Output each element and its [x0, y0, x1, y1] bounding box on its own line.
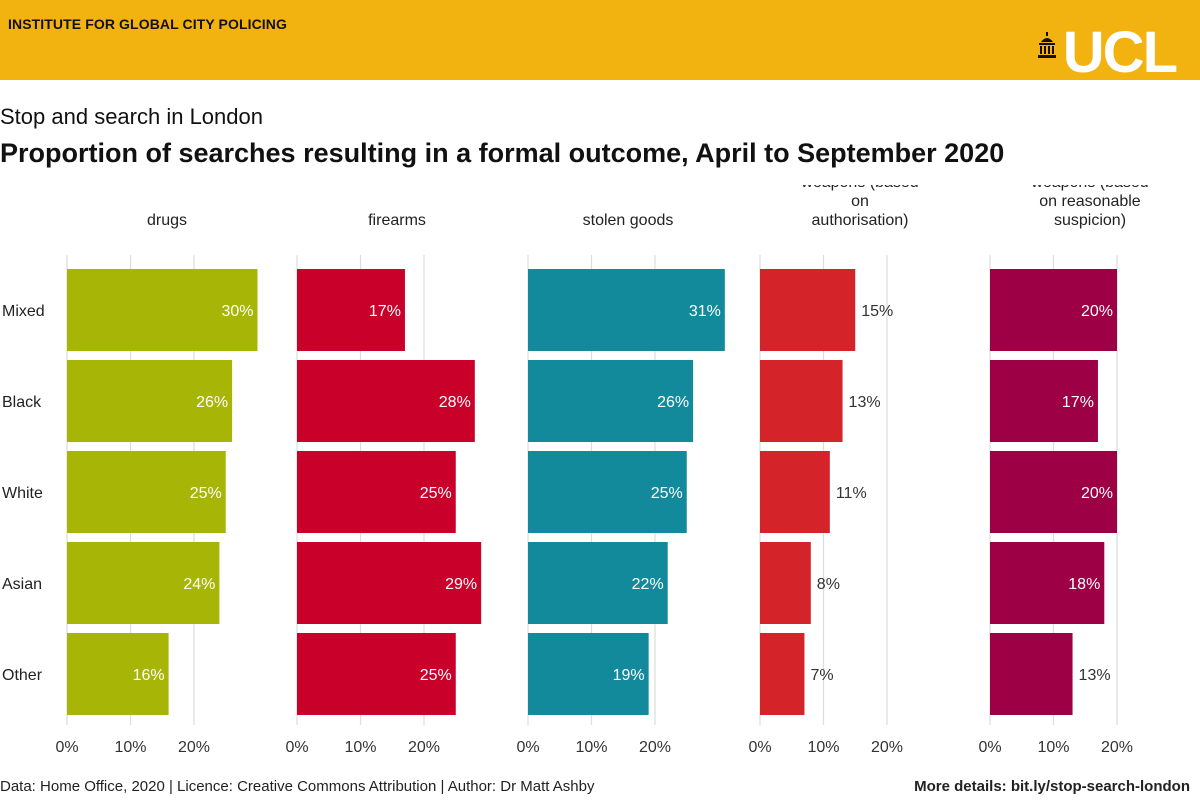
facet-title: firearms: [368, 212, 426, 229]
tick-label: 0%: [516, 739, 539, 756]
facet-title: authorisation): [812, 212, 909, 229]
data-label: 20%: [1081, 303, 1113, 320]
tick-label: 0%: [748, 739, 771, 756]
more-details-link: More details: bit.ly/stop-search-london: [914, 778, 1190, 795]
data-label: 30%: [221, 303, 253, 320]
logo-wordmark: UCL: [1062, 20, 1178, 85]
data-label: 31%: [689, 303, 721, 320]
bar: [990, 451, 1117, 533]
tick-label: 20%: [1101, 739, 1133, 756]
bar: [760, 633, 805, 715]
data-label: 17%: [1062, 394, 1094, 411]
data-label: 25%: [420, 485, 452, 502]
bar: [760, 269, 856, 351]
data-label: 13%: [849, 394, 881, 411]
data-label: 18%: [1068, 576, 1100, 593]
bar: [67, 269, 258, 351]
data-label: 22%: [632, 576, 664, 593]
tick-label: 10%: [344, 739, 376, 756]
bar: [528, 451, 687, 533]
data-label: 11%: [836, 485, 867, 502]
tick-label: 20%: [178, 739, 210, 756]
tick-label: 0%: [285, 739, 308, 756]
ucl-logo: UCL: [1037, 20, 1178, 85]
data-label: 25%: [190, 485, 222, 502]
institute-name: INSTITUTE FOR GLOBAL CITY POLICING: [8, 16, 287, 32]
data-label: 13%: [1079, 667, 1111, 684]
data-label: 28%: [439, 394, 471, 411]
portico-icon: [1037, 32, 1056, 58]
data-label: 15%: [861, 303, 893, 320]
facet-title: weapons (based: [1030, 185, 1148, 191]
category-label: Other: [2, 667, 43, 684]
tick-label: 20%: [639, 739, 671, 756]
bar: [528, 360, 694, 442]
header-banner: INSTITUTE FOR GLOBAL CITY POLICING UCL: [0, 0, 1200, 85]
bar: [297, 633, 456, 715]
bar: [990, 360, 1098, 442]
chart-title: Proportion of searches resulting in a fo…: [0, 138, 1005, 168]
category-label: White: [2, 485, 43, 502]
data-label: 16%: [133, 667, 165, 684]
bar: [528, 633, 649, 715]
category-label: Asian: [2, 576, 42, 593]
tick-label: 10%: [114, 739, 146, 756]
bar: [528, 269, 725, 351]
data-label: 26%: [657, 394, 689, 411]
data-label: 29%: [445, 576, 477, 593]
bar: [760, 451, 830, 533]
data-label: 19%: [613, 667, 645, 684]
facet-title: stolen goods: [583, 212, 674, 229]
bar: [990, 269, 1117, 351]
tick-label: 0%: [978, 739, 1001, 756]
category-label: Black: [2, 394, 42, 411]
facet-title: drugs: [147, 212, 187, 229]
bar: [297, 269, 405, 351]
bar: [990, 542, 1105, 624]
category-label: Mixed: [2, 303, 45, 320]
faceted-bar-chart: Mixed Black White Asian Other drugs 30% 26% 25% 2…: [2, 185, 1149, 756]
bar: [67, 542, 220, 624]
chart-subtitle: Stop and search in London: [0, 104, 263, 129]
tick-label: 10%: [575, 739, 607, 756]
tick-label: 20%: [408, 739, 440, 756]
source-credit: Data: Home Office, 2020 | Licence: Creat…: [0, 778, 595, 795]
data-label: 8%: [817, 576, 840, 593]
data-label: 25%: [651, 485, 683, 502]
data-label: 26%: [196, 394, 228, 411]
facet-title: weapons (based: [800, 185, 918, 191]
data-label: 24%: [183, 576, 215, 593]
bar: [67, 451, 226, 533]
bar: [67, 633, 169, 715]
tick-label: 10%: [807, 739, 839, 756]
bar: [297, 451, 456, 533]
bar: [990, 633, 1073, 715]
bar: [760, 542, 811, 624]
bar: [297, 360, 475, 442]
facet-title: on: [851, 193, 869, 210]
data-label: 20%: [1081, 485, 1113, 502]
bar: [760, 360, 843, 442]
facet-title: suspicion): [1054, 212, 1126, 229]
data-label: 25%: [420, 667, 452, 684]
data-label: 7%: [810, 667, 833, 684]
facet-title: on reasonable: [1039, 193, 1141, 210]
data-label: 17%: [369, 303, 401, 320]
tick-label: 0%: [55, 739, 78, 756]
bar: [297, 542, 482, 624]
tick-label: 10%: [1037, 739, 1069, 756]
tick-label: 20%: [871, 739, 903, 756]
bar: [528, 542, 668, 624]
bar: [67, 360, 233, 442]
